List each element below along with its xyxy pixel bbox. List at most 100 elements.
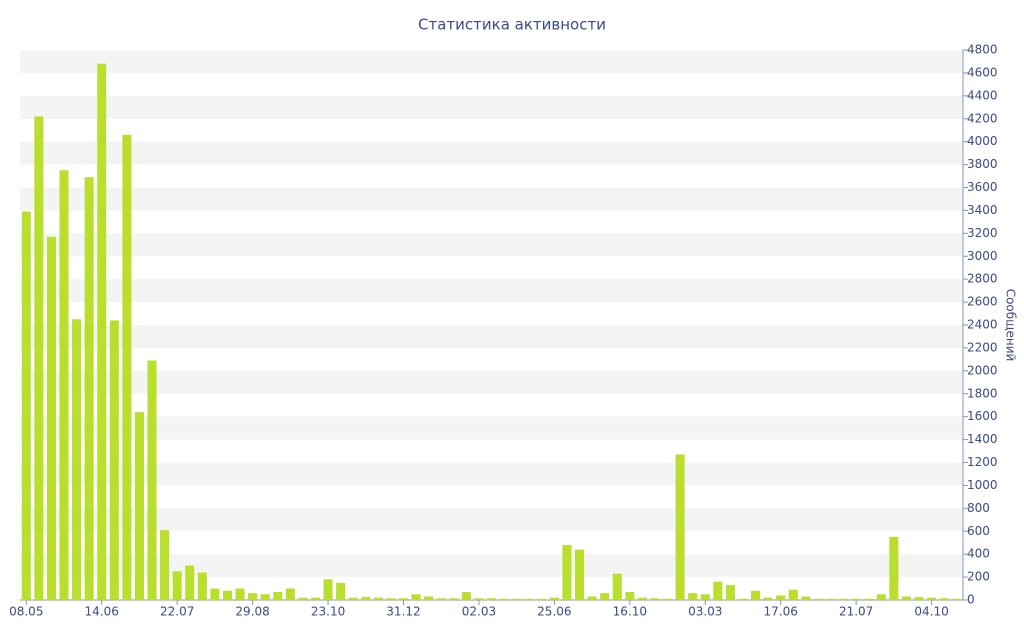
bar xyxy=(813,598,823,600)
x-tick-label: 31.12 xyxy=(386,605,420,619)
chart-title: Статистика активности xyxy=(418,16,606,34)
bar xyxy=(864,598,874,600)
grid-band xyxy=(20,187,963,211)
bar xyxy=(600,593,610,600)
y-tick-label: 4800 xyxy=(967,43,998,57)
y-tick-label: 2400 xyxy=(967,318,998,332)
grid-band xyxy=(20,462,963,486)
bar xyxy=(84,177,94,600)
bar xyxy=(486,598,497,600)
bar xyxy=(612,573,622,600)
bar xyxy=(876,594,886,600)
y-tick-label: 1000 xyxy=(967,478,998,492)
x-tick-label: 03.03 xyxy=(688,605,722,619)
bar xyxy=(436,598,446,600)
y-tick-label: 3000 xyxy=(967,249,998,263)
bar xyxy=(839,598,849,600)
grid-band xyxy=(20,95,963,119)
bar xyxy=(763,597,773,600)
x-tick-label: 14.06 xyxy=(85,605,119,619)
bar xyxy=(97,63,107,600)
bar xyxy=(147,360,157,600)
y-tick-label: 3200 xyxy=(967,226,998,240)
bar xyxy=(461,591,471,600)
bar xyxy=(826,598,836,600)
x-tick-label: 22.07 xyxy=(160,605,194,619)
bar xyxy=(650,598,660,600)
y-tick-label: 4000 xyxy=(967,134,998,148)
bar xyxy=(109,320,119,600)
grid-band xyxy=(20,416,963,440)
bar xyxy=(424,596,434,600)
bar xyxy=(663,598,673,600)
y-tick-label: 600 xyxy=(967,524,990,538)
bar xyxy=(310,597,320,600)
bar xyxy=(248,593,258,600)
x-tick-label: 16.10 xyxy=(613,605,647,619)
bar xyxy=(700,594,710,600)
bar xyxy=(625,591,635,600)
bar xyxy=(122,134,132,600)
bar xyxy=(537,598,547,600)
bar xyxy=(235,588,245,600)
y-tick-label: 3600 xyxy=(967,180,998,194)
x-tick-label: 23.10 xyxy=(311,605,345,619)
bar xyxy=(386,598,396,600)
bar xyxy=(939,598,949,600)
bar xyxy=(927,597,937,600)
x-tick-label: 08.05 xyxy=(9,605,43,619)
bar xyxy=(889,536,899,600)
y-axis-label: Сообщений xyxy=(1004,289,1018,362)
y-tick-label: 4400 xyxy=(967,88,998,102)
grid-band xyxy=(20,233,963,257)
bar xyxy=(637,597,647,600)
x-tick-label: 04.10 xyxy=(914,605,948,619)
bar xyxy=(776,595,786,600)
bar xyxy=(361,597,371,600)
bar xyxy=(197,572,207,600)
x-tick-label: 29.08 xyxy=(235,605,269,619)
y-tick-label: 4200 xyxy=(967,111,998,125)
grid-band xyxy=(20,50,963,73)
bar xyxy=(72,319,82,600)
bar xyxy=(713,581,723,600)
bar xyxy=(952,598,962,600)
bar xyxy=(851,598,861,600)
y-tick-label: 3800 xyxy=(967,157,998,171)
bar xyxy=(34,116,44,600)
bar xyxy=(222,590,232,600)
y-tick-label: 1800 xyxy=(967,386,998,400)
bar xyxy=(373,597,383,600)
bar xyxy=(185,565,195,600)
bar xyxy=(172,571,182,600)
bar xyxy=(738,598,748,600)
y-tick-label: 4600 xyxy=(967,65,998,79)
bar xyxy=(411,594,421,600)
y-tick-label: 1400 xyxy=(967,432,998,446)
bar xyxy=(675,454,685,600)
x-tick-label: 21.07 xyxy=(839,605,873,619)
bar xyxy=(499,598,509,600)
y-tick-label: 2600 xyxy=(967,295,998,309)
bar xyxy=(134,412,144,600)
bar xyxy=(46,236,56,601)
bar xyxy=(574,549,585,600)
bar xyxy=(549,597,559,600)
y-tick-label: 2000 xyxy=(967,363,998,377)
bar xyxy=(260,594,270,600)
bar xyxy=(901,596,911,600)
bar xyxy=(449,598,459,600)
y-tick-label: 0 xyxy=(967,593,975,607)
bar xyxy=(273,591,283,600)
grid-band xyxy=(20,554,963,578)
x-tick-label: 02.03 xyxy=(462,605,496,619)
bar xyxy=(751,590,761,600)
bar xyxy=(688,593,698,600)
bar xyxy=(210,588,220,600)
bar xyxy=(562,545,572,600)
y-tick-label: 400 xyxy=(967,547,990,561)
bar xyxy=(801,596,811,600)
bar xyxy=(336,582,346,600)
